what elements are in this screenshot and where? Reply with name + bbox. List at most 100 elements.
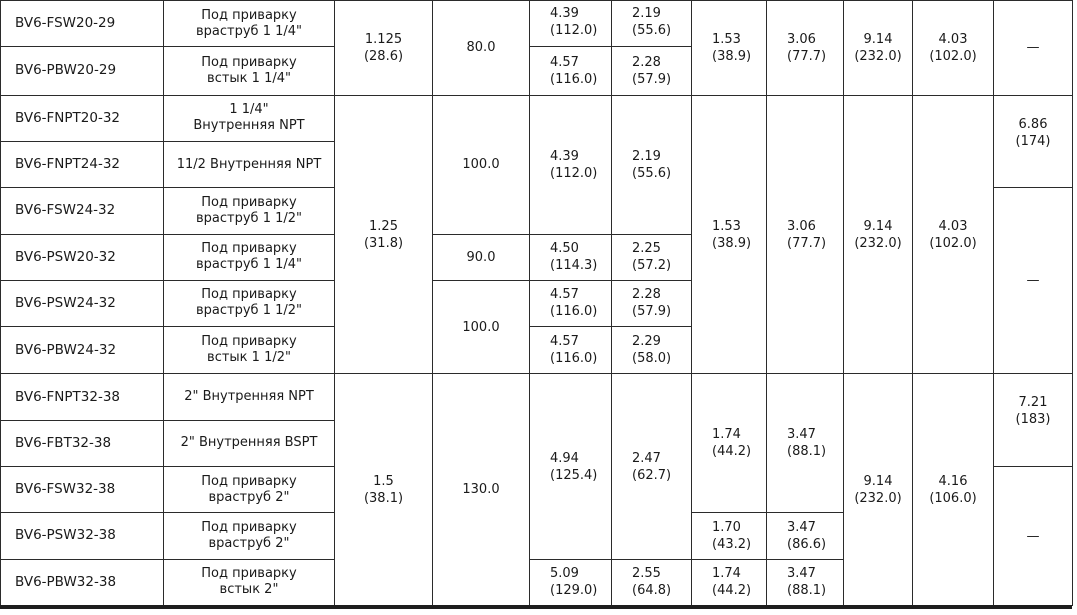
dim-e-cell: 9.14 (232.0) bbox=[843, 94, 913, 375]
value-metric: (31.8) bbox=[363, 235, 404, 251]
value-imperial: 4.57 bbox=[550, 54, 579, 70]
connection-line: враструб 1 1/4" bbox=[196, 257, 302, 273]
connection-line: 2" Внутренняя BSPT bbox=[180, 435, 318, 451]
dim-g-cell: 6.86 (174) bbox=[993, 94, 1073, 189]
value-metric: (112.0) bbox=[550, 23, 598, 38]
value-imperial: 9.14 bbox=[863, 473, 893, 489]
connection-line: Под приварку bbox=[201, 194, 297, 210]
table-row: BV6-PBW32-38 Под приварку встык 2" 5.09 … bbox=[0, 558, 1073, 607]
value-imperial: 6.86 bbox=[1018, 116, 1048, 132]
value-imperial: 2.47 bbox=[632, 450, 661, 466]
connection-cell: Под приварку встык 2" bbox=[163, 558, 335, 607]
connection-cell: 11/2 Внутренняя NPT bbox=[163, 140, 335, 189]
connection-line: 11/2 Внутренняя NPT bbox=[176, 156, 322, 172]
dim-d-cell: 3.06 (77.7) bbox=[766, 0, 844, 96]
value-metric: (57.9) bbox=[632, 304, 672, 320]
table-row: BV6-FNPT32-38 2" Внутренняя NPT 1.5 (38.… bbox=[0, 373, 1073, 606]
connection-cell: Под приварку встык 1 1/2" bbox=[163, 326, 335, 375]
value-metric: (62.7) bbox=[632, 467, 672, 483]
dim-e-cell: 9.14 (232.0) bbox=[843, 0, 913, 96]
value-imperial: 4.16 bbox=[938, 473, 968, 489]
table-row: BV6-PSW20-32 Под приварку враструб 1 1/4… bbox=[0, 233, 1073, 281]
model-cell: BV6-PSW24-32 bbox=[0, 279, 164, 328]
dim-c-cell: 1.53 (38.9) bbox=[691, 0, 767, 96]
value-imperial: 2.29 bbox=[632, 334, 661, 350]
value-imperial: 2.55 bbox=[632, 566, 661, 582]
connection-line: враструб 2" bbox=[208, 535, 290, 551]
size-cell: 1.125 (28.6) bbox=[334, 0, 433, 96]
value-metric: (55.6) bbox=[632, 165, 672, 181]
connection-line: враструб 1 1/2" bbox=[196, 210, 302, 226]
table-row: BV6-FSW32-38 Под приварку враструб 2" — bbox=[0, 465, 1073, 606]
value-metric: (57.2) bbox=[632, 258, 672, 274]
value-imperial: 2.25 bbox=[632, 241, 661, 257]
dim-d-cell: 3.47 (86.6) bbox=[766, 512, 844, 560]
dim-a-cell: 4.57 (116.0) bbox=[529, 279, 612, 328]
connection-line: встык 1 1/4" bbox=[207, 70, 291, 86]
connection-line: враструб 1 1/2" bbox=[196, 303, 302, 319]
dim-b-cell: 2.28 (57.9) bbox=[611, 279, 692, 328]
dim-a-cell: 4.39 (112.0) bbox=[529, 94, 612, 235]
dim-b-cell: 2.28 (57.9) bbox=[611, 46, 692, 96]
value-imperial: 9.14 bbox=[863, 218, 893, 234]
value-metric: (43.2) bbox=[712, 536, 752, 552]
dim-c-cell: 1.70 (43.2) bbox=[691, 512, 767, 560]
value-metric: (38.9) bbox=[712, 235, 752, 251]
model-cell: BV6-PSW20-32 bbox=[0, 233, 164, 281]
connection-cell: Под приварку враструб 1 1/4" bbox=[163, 0, 335, 48]
value-metric: (64.8) bbox=[632, 583, 672, 599]
value-metric: (77.7) bbox=[787, 235, 827, 251]
value-metric: (38.9) bbox=[712, 48, 752, 64]
connection-line: Под приварку bbox=[201, 54, 297, 70]
value-metric: (38.1) bbox=[363, 490, 404, 506]
dim-b-cell: 2.47 (62.7) bbox=[611, 373, 692, 560]
dim-d-cell: 3.06 (77.7) bbox=[766, 94, 844, 375]
value-imperial: 1.25 bbox=[369, 218, 398, 234]
model-cell: BV6-PBW20-29 bbox=[0, 46, 164, 96]
value-metric: (114.3) bbox=[550, 258, 598, 274]
table-row: BV6-PBW20-29 Под приварку встык 1 1/4" 4… bbox=[0, 46, 1073, 96]
table-row: BV6-FSW24-32 Под приварку враструб 1 1/2… bbox=[0, 187, 1073, 375]
connection-line: Под приварку bbox=[201, 566, 297, 582]
table-row: BV6-FBT32-38 2" Внутренняя BSPT bbox=[0, 419, 1073, 468]
dim-f-cell: 4.16 (106.0) bbox=[912, 373, 994, 606]
dim-f-cell: 4.03 (102.0) bbox=[912, 0, 994, 96]
value-imperial: 4.50 bbox=[550, 241, 579, 257]
dim-g-cell: 7.21 (183) bbox=[993, 373, 1073, 467]
value-metric: (125.4) bbox=[550, 467, 598, 483]
size-cell: 1.25 (31.8) bbox=[334, 94, 433, 375]
connection-line: Под приварку bbox=[201, 334, 297, 350]
value-imperial: 1.70 bbox=[712, 519, 741, 535]
model-cell: BV6-FBT32-38 bbox=[0, 419, 164, 468]
value-imperial: 5.09 bbox=[550, 566, 579, 582]
dim-a-cell: 5.09 (129.0) bbox=[529, 558, 612, 607]
value-metric: (232.0) bbox=[854, 235, 902, 251]
table-row: BV6-PSW24-32 Под приварку враструб 1 1/2… bbox=[0, 279, 1073, 375]
model-cell: BV6-FNPT24-32 bbox=[0, 140, 164, 189]
value-metric: (44.2) bbox=[712, 444, 752, 460]
dim-b-cell: 2.25 (57.2) bbox=[611, 233, 692, 281]
connection-line: Под приварку bbox=[201, 473, 297, 489]
dim-g-cell: — bbox=[993, 187, 1073, 375]
dim-g-cell: — bbox=[993, 0, 1073, 96]
dim-b-cell: 2.19 (55.6) bbox=[611, 94, 692, 235]
connection-line: Под приварку bbox=[201, 241, 297, 257]
value-imperial: 4.39 bbox=[550, 6, 579, 21]
value-imperial: 1.74 bbox=[712, 427, 741, 443]
value-imperial: 3.47 bbox=[787, 427, 816, 443]
table-row: BV6-FNPT20-32 1 1/4" Внутренняя NPT 1.25… bbox=[0, 94, 1073, 375]
value-metric: (129.0) bbox=[550, 583, 598, 599]
value-metric: (106.0) bbox=[929, 490, 977, 506]
connection-cell: 1 1/4" Внутренняя NPT bbox=[163, 94, 335, 142]
pressure-cell: 80.0 bbox=[432, 0, 530, 96]
value-imperial: 2.28 bbox=[632, 54, 661, 70]
empty-dash: — bbox=[1026, 528, 1040, 544]
connection-line: враструб 1 1/4" bbox=[196, 23, 302, 39]
value-metric: (232.0) bbox=[854, 48, 902, 64]
empty-dash: — bbox=[1026, 273, 1040, 289]
value-metric: (232.0) bbox=[854, 490, 902, 506]
value-imperial: 4.57 bbox=[550, 334, 579, 350]
value-imperial: 3.06 bbox=[787, 218, 816, 234]
value-metric: (183) bbox=[1015, 412, 1051, 428]
